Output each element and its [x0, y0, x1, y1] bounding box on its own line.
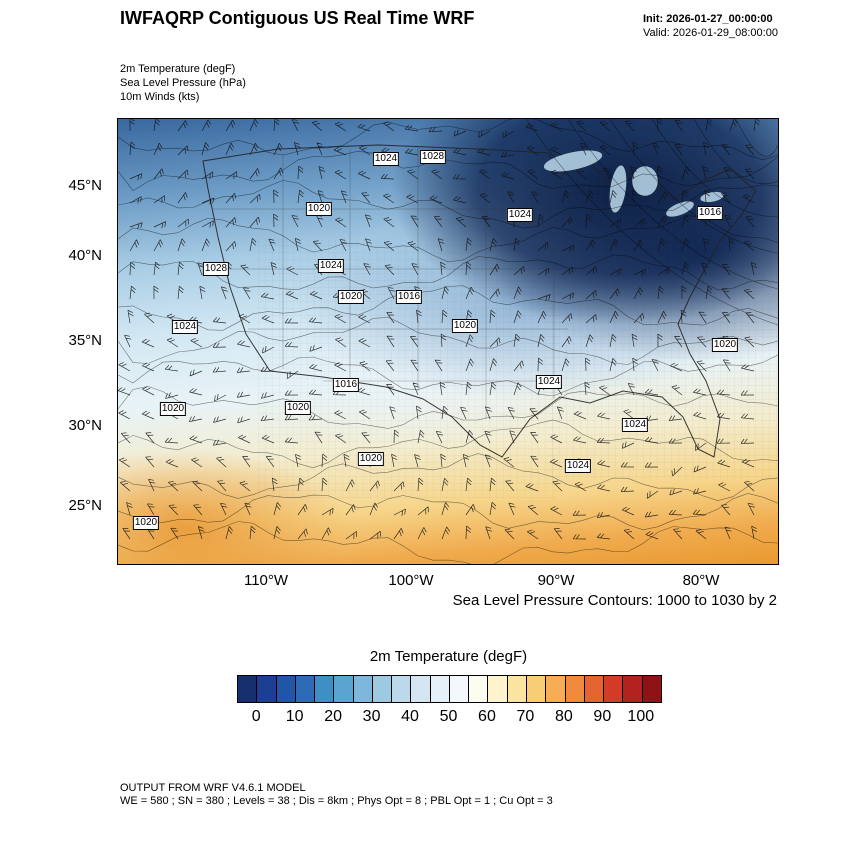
model-footer: OUTPUT FROM WRF V4.6.1 MODEL WE = 580 ; …: [120, 782, 553, 808]
pressure-label: 1024: [372, 152, 400, 166]
colorbar-tick-label: 30: [362, 708, 381, 725]
pressure-label: 1024: [171, 320, 199, 334]
lon-label: 80°W: [682, 572, 720, 589]
colorbar-cell: [315, 676, 335, 702]
wind-barbs: [118, 119, 760, 540]
contour-lines: [118, 119, 778, 564]
colorbar-cell: [469, 676, 489, 702]
map-overlay-svg: [118, 119, 778, 564]
lon-axis: 110°W 100°W 90°W 80°W: [118, 572, 778, 596]
footer-model-line: OUTPUT FROM WRF V4.6.1 MODEL: [120, 782, 306, 794]
pressure-label: 1024: [535, 375, 563, 389]
pressure-label: 1028: [202, 262, 230, 276]
colorbar-cell: [353, 676, 373, 702]
lon-label: 100°W: [388, 572, 434, 589]
pressure-label: 1020: [451, 319, 479, 333]
colorbar-cell: [392, 676, 412, 702]
colorbar-cell: [372, 676, 393, 702]
pressure-label: 1024: [506, 208, 534, 222]
colorbar-cell: [488, 676, 508, 702]
colorbar-cell: [411, 676, 431, 702]
colorbar-title: 2m Temperature (degF): [369, 648, 528, 665]
colorbar-tick-label: 100: [627, 708, 655, 725]
colorbar-tick-label: 0: [251, 708, 261, 725]
pressure-label: 1024: [621, 418, 649, 432]
colorbar-cell: [565, 676, 585, 702]
colorbar-cell: [546, 676, 566, 702]
contour-caption: Sea Level Pressure Contours: 1000 to 103…: [452, 592, 777, 609]
pressure-labels: 1024 1028 1020 1024 1016 1028 1024 1020 1016 1020…: [118, 119, 778, 564]
pressure-label: 1020: [711, 338, 739, 352]
colorbar-cell: [584, 676, 605, 702]
colorbar-cell: [623, 676, 643, 702]
colorbar-cell: [449, 676, 470, 702]
county-texture-east: [548, 179, 778, 479]
colorbar-tick-label: 70: [516, 708, 535, 725]
pressure-label: 1020: [284, 401, 312, 415]
colorbar: [237, 675, 662, 703]
pressure-label: 1028: [419, 150, 447, 164]
lat-axis: 45°N 40°N 35°N 30°N 25°N: [60, 119, 110, 564]
colorbar-cell: [507, 676, 527, 702]
lat-label: 35°N: [68, 332, 102, 349]
colorbar-cell: [238, 676, 258, 702]
colorbar-cell: [276, 676, 296, 702]
state-borders: [213, 147, 568, 419]
page-title: IWFAQRP Contiguous US Real Time WRF: [120, 8, 475, 28]
init-time: Init: 2026-01-27_00:00:00: [643, 13, 773, 25]
great-lakes: [543, 150, 725, 218]
lat-label: 25°N: [68, 497, 102, 514]
lon-label: 90°W: [537, 572, 575, 589]
pressure-label: 1024: [564, 459, 592, 473]
lat-label: 40°N: [68, 247, 102, 264]
pressure-label: 1016: [696, 206, 724, 220]
colorbar-tick-label: 40: [401, 708, 419, 725]
pressure-label: 1020: [132, 516, 160, 530]
colorbar-cell: [257, 676, 277, 702]
pressure-label: 1016: [332, 378, 360, 392]
valid-time: Valid: 2026-01-29_08:00:00: [643, 27, 778, 39]
colorbar-cell: [334, 676, 354, 702]
colorbar-tick-label: 20: [324, 708, 343, 725]
pressure-label: 1020: [357, 452, 385, 466]
map-frame: 1024 1028 1020 1024 1016 1028 1024 1020 1016 1020…: [68, 118, 779, 589]
pressure-label: 1020: [305, 202, 333, 216]
init-valid-block: Init: 2026-01-27_00:00:00 Valid: 2026-01…: [643, 12, 778, 40]
pressure-label: 1020: [337, 290, 365, 304]
colorbar-cell: [604, 676, 624, 702]
colorbar-cell: [642, 676, 661, 702]
us-outline: [202, 144, 757, 458]
field-pressure: Sea Level Pressure (hPa): [120, 77, 246, 89]
pressure-label: 1016: [395, 290, 423, 304]
field-winds: 10m Winds (kts): [120, 91, 200, 103]
colorbar-tick-label: 80: [554, 708, 573, 725]
colorbar-tick-label: 10: [285, 708, 304, 725]
lon-label: 110°W: [243, 572, 289, 589]
colorbar-tick-label: 60: [478, 708, 496, 725]
colorbar-ticks: 0 10 20 30 40 50 60 70 80 90 100: [237, 708, 660, 730]
lat-label: 30°N: [68, 417, 102, 434]
lat-label: 45°N: [68, 177, 102, 194]
colorbar-cell: [295, 676, 316, 702]
colorbar-tick-label: 50: [439, 708, 458, 725]
field-temperature: 2m Temperature (degF): [120, 63, 236, 75]
pressure-label: 1024: [317, 259, 345, 273]
colorbar-cell: [430, 676, 450, 702]
colorbar-cell: [526, 676, 547, 702]
colorbar-tick-label: 90: [593, 708, 612, 725]
field-legend: 2m Temperature (degF) Sea Level Pressure…: [120, 62, 246, 104]
footer-config-line: WE = 580 ; SN = 380 ; Levels = 38 ; Dis …: [120, 795, 553, 807]
pressure-label: 1020: [159, 402, 187, 416]
